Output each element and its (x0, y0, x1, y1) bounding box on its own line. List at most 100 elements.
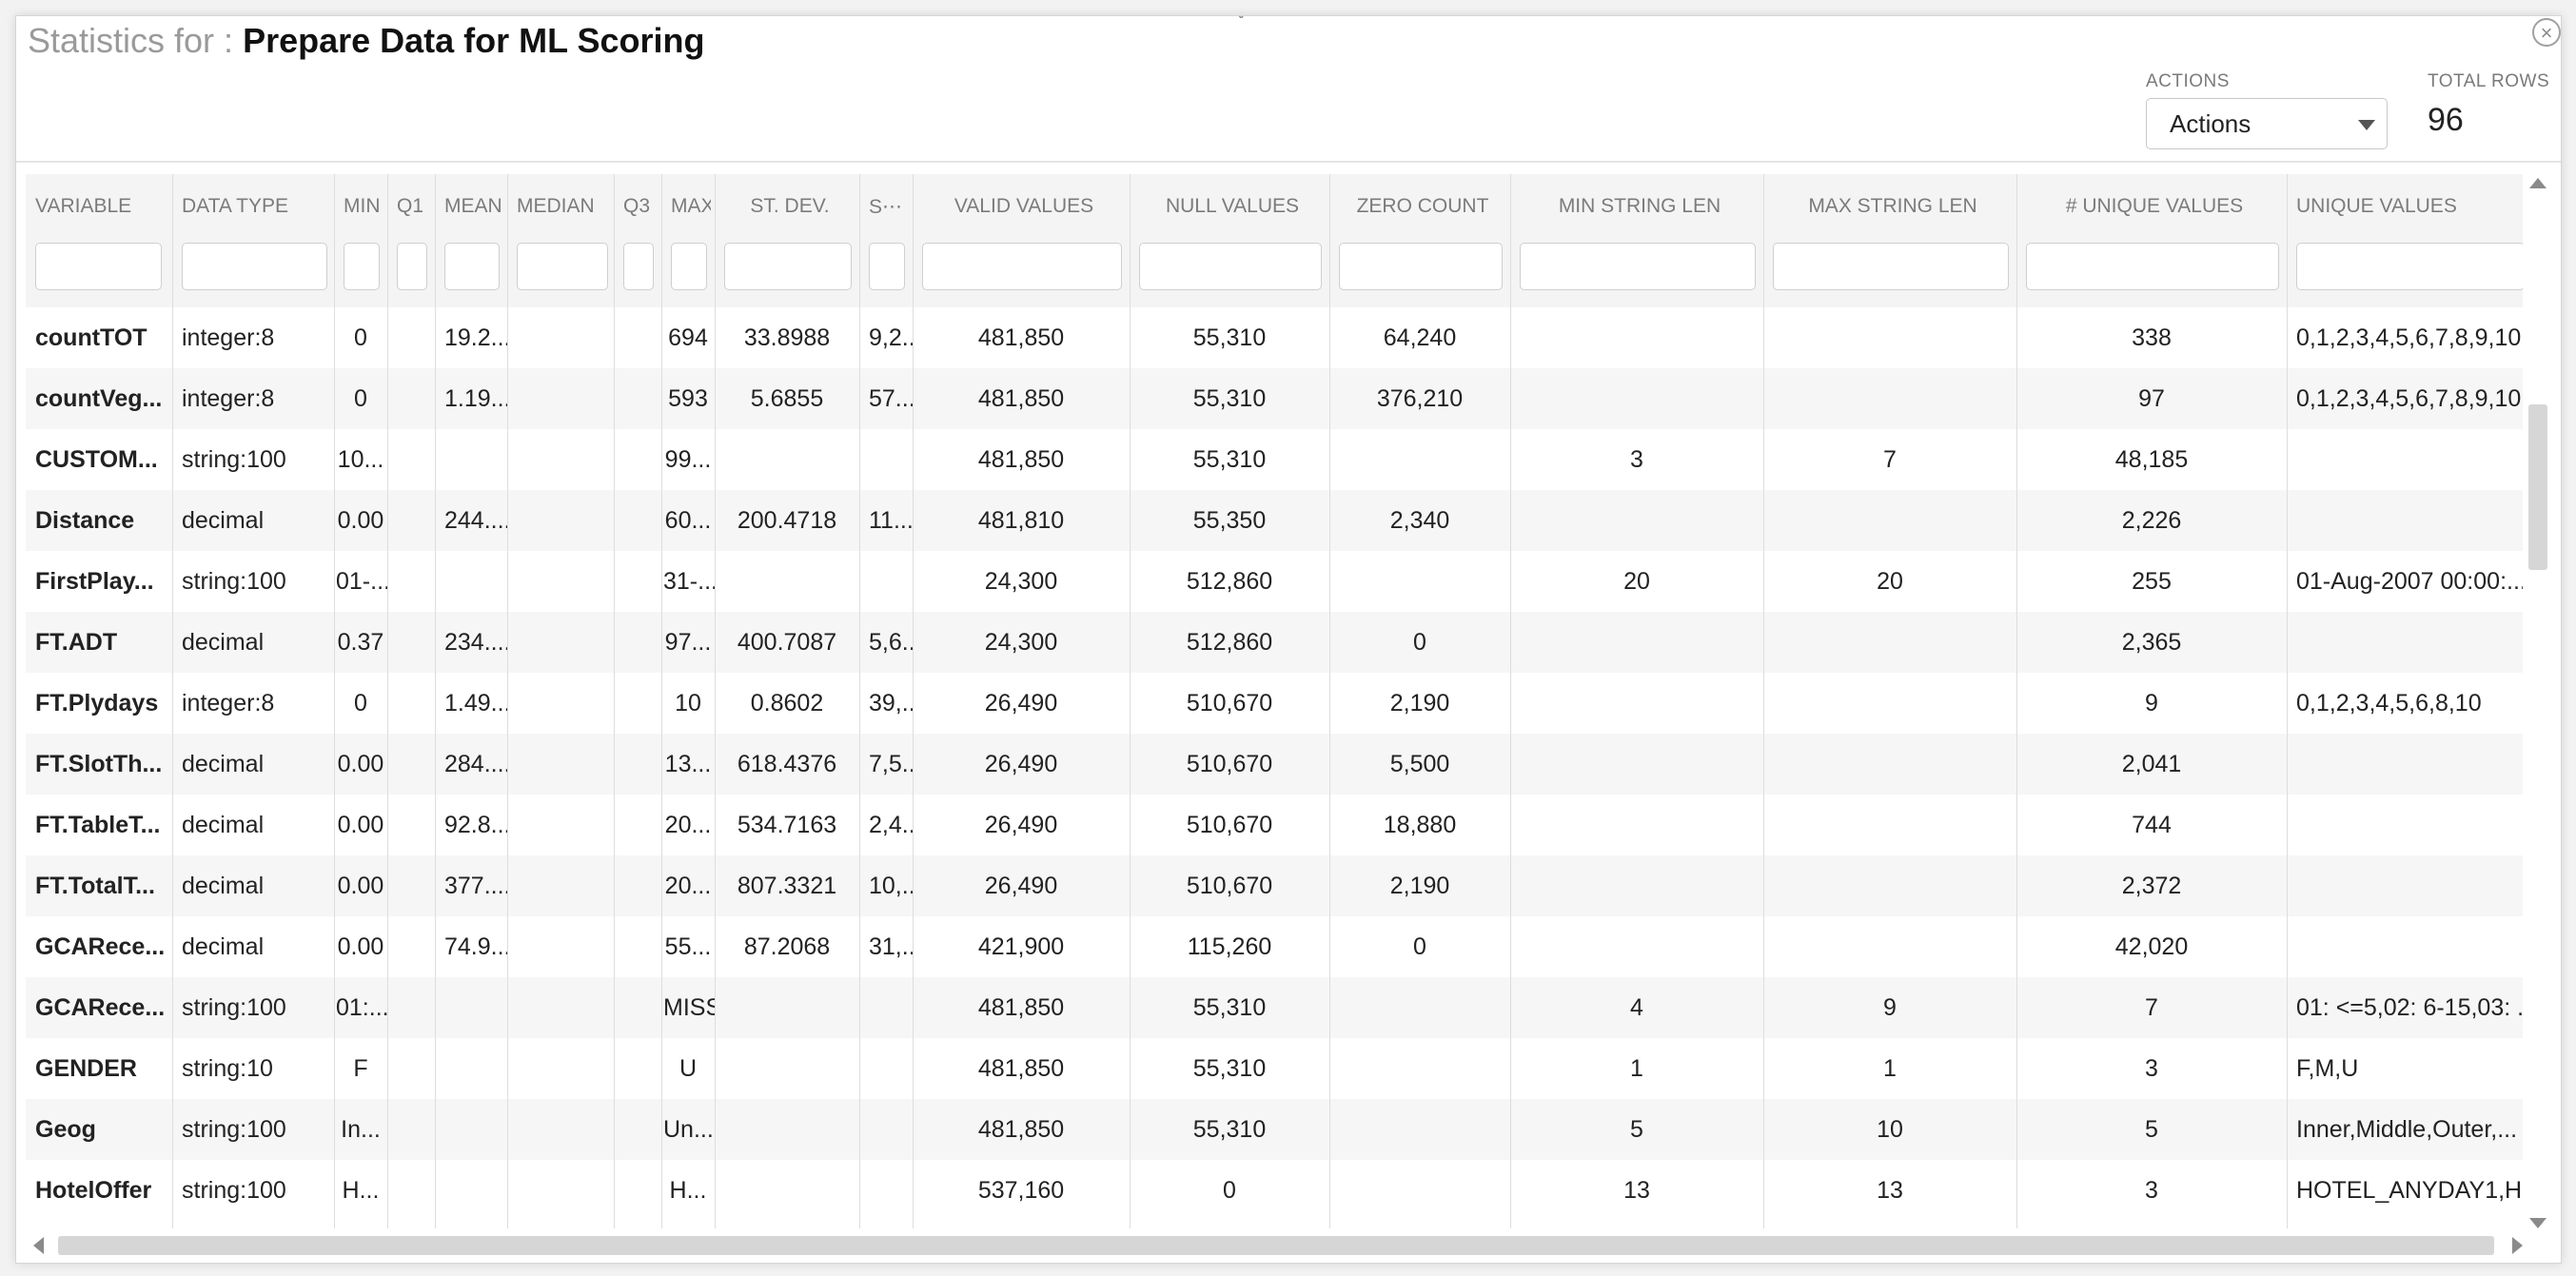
column-filter-input[interactable] (869, 243, 905, 290)
scroll-left-icon[interactable] (33, 1237, 44, 1254)
table-row[interactable]: GCARece... string:100 01:... MISS 481,850 55,… (26, 977, 2523, 1038)
column-filter-input[interactable] (1339, 243, 1503, 290)
table-row[interactable]: Distance decimal 0.00 244.... 60... 200.4718 1… (26, 490, 2523, 551)
table-cell: 0,1,2,3,4,5,6,7,8,9,10... (2296, 385, 2523, 412)
table-cell: 31-... (663, 568, 715, 595)
column-header[interactable]: MAX STRING LEN (1808, 195, 1977, 217)
table-cell (614, 855, 661, 916)
table-row[interactable]: GENDER string:10 F U 481,850 55,310 1 1 3 F,M,U (26, 1038, 2523, 1099)
table-cell (1510, 795, 1763, 855)
table-row[interactable]: FT.TableT... decimal 0.00 92.8... 20... 534.7… (26, 795, 2523, 855)
table-cell: 744 (2132, 812, 2172, 838)
collapse-caret-icon[interactable]: ˇ (1238, 15, 1245, 34)
table-cell: 0.00 (337, 873, 384, 899)
table-cell: 1 (1630, 1055, 1643, 1082)
column-filter-input[interactable] (1520, 243, 1756, 290)
table-cell (614, 673, 661, 734)
table-cell (1763, 855, 2016, 916)
column-header[interactable]: Q3 (623, 195, 651, 217)
column-filter-input[interactable] (2026, 243, 2279, 290)
table-cell: 20 (1877, 568, 1903, 595)
table-cell (515, 977, 614, 1038)
table-cell: 9,2... (869, 324, 913, 351)
table-cell: 376,210 (1376, 385, 1464, 412)
column-filter-input[interactable] (517, 243, 608, 290)
close-icon[interactable]: × (2532, 18, 2561, 47)
column-header[interactable]: MIN (344, 195, 381, 217)
variable-name-cell: GCARece... (35, 933, 166, 960)
table-cell: 338 (2132, 324, 2172, 351)
column-header[interactable]: VARIABLE (35, 195, 132, 217)
column-header[interactable]: S⋯ (869, 196, 903, 218)
column-filter-input[interactable] (1139, 243, 1322, 290)
column-filter-input[interactable] (1773, 243, 2009, 290)
column-divider (715, 174, 716, 1228)
table-cell: 0.00 (337, 812, 384, 838)
table-cell (715, 977, 859, 1038)
table-row[interactable]: FT.SlotTh... decimal 0.00 284.... 13... 618.4… (26, 734, 2523, 795)
column-header[interactable]: MIN STRING LEN (1558, 195, 1721, 217)
table-cell: 512,860 (1186, 629, 1273, 656)
table-cell: decimal (182, 933, 265, 960)
column-header[interactable]: DATA TYPE (182, 195, 289, 217)
horizontal-scrollbar[interactable] (26, 1232, 2523, 1259)
vertical-scrollbar[interactable] (2525, 174, 2551, 1228)
table-cell: 255 (2132, 568, 2172, 595)
column-divider (661, 174, 662, 1228)
header-divider (16, 161, 2561, 163)
scroll-right-icon[interactable] (2512, 1237, 2523, 1254)
column-filter-input[interactable] (182, 243, 327, 290)
horizontal-scroll-thumb[interactable] (58, 1236, 2494, 1255)
column-header[interactable]: ST. DEV. (750, 195, 830, 217)
column-filter-input[interactable] (724, 243, 852, 290)
table-cell: 0 (1223, 1177, 1236, 1204)
table-row[interactable]: CUSTOM... string:100 10... 99... 481,850 55,3… (26, 429, 2523, 490)
table-cell (867, 977, 913, 1038)
table-row[interactable]: HotelOffer string:100 H... H... 537,160 0 13 13… (26, 1160, 2523, 1221)
vertical-scroll-thumb[interactable] (2528, 404, 2547, 570)
table-cell (614, 1099, 661, 1160)
table-row[interactable]: FT.ADT decimal 0.37 234.... 97... 400.7087 5,6… (26, 612, 2523, 673)
column-header[interactable]: MAX (671, 195, 711, 217)
table-row[interactable]: countTOT integer:8 0 19.2... 694 33.8988 9,2..… (26, 307, 2523, 368)
column-header[interactable]: VALID VALUES (954, 195, 1094, 217)
column-filter-input[interactable] (922, 243, 1122, 290)
column-filter-input[interactable] (397, 243, 427, 290)
column-header[interactable]: # UNIQUE VALUES (2065, 195, 2244, 217)
table-cell: U (678, 1055, 698, 1082)
table-cell: 9 (1883, 994, 1897, 1021)
table-row[interactable]: FT.Plydays integer:8 0 1.49... 10 0.8602 39,..… (26, 673, 2523, 734)
column-filter-input[interactable] (344, 243, 380, 290)
table-cell: 2,365 (2121, 629, 2182, 656)
table-row[interactable]: countVeg... integer:8 0 1.19... 593 5.6855 57.… (26, 368, 2523, 429)
column-header[interactable]: ZERO COUNT (1356, 195, 1489, 217)
column-header[interactable]: MEDIAN (517, 195, 595, 217)
column-divider (1510, 174, 1511, 1228)
column-filter-input[interactable] (2296, 243, 2523, 290)
table-cell: 55,350 (1192, 507, 1267, 534)
table-cell (2294, 795, 2523, 855)
table-cell: 01-... (336, 568, 387, 595)
column-header[interactable]: NULL VALUES (1165, 195, 1300, 217)
column-header[interactable]: MEAN (444, 195, 502, 217)
table-row[interactable]: Geog string:100 In... Un... 481,850 55,310 5 10… (26, 1099, 2523, 1160)
variable-name-cell: GCARece... (35, 994, 166, 1021)
variable-name-cell: FT.TotalT... (35, 873, 155, 899)
column-header[interactable]: Q1 (397, 195, 424, 217)
column-filter-input[interactable] (623, 243, 654, 290)
column-filter-input[interactable] (35, 243, 162, 290)
actions-dropdown[interactable]: Actions (2146, 98, 2388, 149)
scroll-up-icon[interactable] (2529, 178, 2547, 188)
table-cell: 3 (1630, 446, 1643, 473)
column-divider (859, 174, 860, 1228)
column-filter-input[interactable] (444, 243, 500, 290)
table-row[interactable]: FT.TotalT... decimal 0.00 377.... 20... 807.3… (26, 855, 2523, 916)
table-cell (1510, 307, 1763, 368)
table-row[interactable]: FirstPlay... string:100 01-... 31-... 24,300… (26, 551, 2523, 612)
column-filter-input[interactable] (671, 243, 707, 290)
table-cell: 55... (664, 933, 712, 960)
scroll-down-icon[interactable] (2529, 1218, 2547, 1228)
table-row[interactable]: GCARece... decimal 0.00 74.9... 55... 87.2068… (26, 916, 2523, 977)
table-cell: 26,490 (984, 812, 1058, 838)
column-header[interactable]: UNIQUE VALUES (2296, 195, 2457, 217)
